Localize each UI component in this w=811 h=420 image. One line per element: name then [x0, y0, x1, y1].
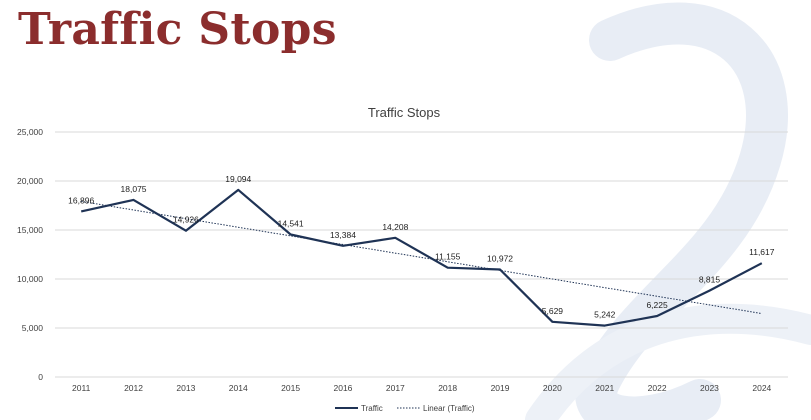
data-point — [341, 244, 345, 248]
x-axis: 2011 2012 2013 2014 2015 2016 2017 2018 2019 2020… — [72, 383, 772, 393]
data-point — [603, 324, 607, 328]
y-tick-label: 20,000 — [17, 176, 43, 186]
x-tick-label: 2014 — [229, 383, 248, 393]
data-label: 10,972 — [487, 253, 513, 263]
y-tick-label: 15,000 — [17, 225, 43, 235]
x-tick-label: 2021 — [595, 383, 614, 393]
x-tick-label: 2012 — [124, 383, 143, 393]
data-label: 14,541 — [278, 218, 304, 228]
slide-title: Traffic Stops — [18, 4, 337, 55]
y-tick-label: 5,000 — [22, 323, 44, 333]
x-tick-label: 2020 — [543, 383, 562, 393]
data-point — [550, 320, 554, 324]
y-axis: 0 5,000 10,000 15,000 20,000 25,000 — [17, 127, 43, 382]
data-label: 6,225 — [646, 300, 668, 310]
data-label: 14,208 — [382, 222, 408, 232]
x-tick-label: 2011 — [72, 383, 91, 393]
gridlines — [55, 131, 788, 378]
data-point — [446, 266, 450, 270]
data-point — [760, 261, 764, 265]
data-point — [236, 188, 240, 192]
y-tick-label: 10,000 — [17, 274, 43, 284]
chart-title: Traffic Stops — [368, 105, 441, 120]
data-label: 14,926 — [173, 215, 199, 225]
data-label: 18,075 — [121, 184, 147, 194]
data-point — [393, 236, 397, 240]
y-tick-label: 25,000 — [17, 127, 43, 137]
data-label: 11,617 — [749, 247, 775, 257]
legend[interactable]: Traffic Linear (Traffic) — [335, 404, 475, 413]
data-point — [655, 314, 659, 318]
data-point — [707, 289, 711, 293]
x-tick-label: 2017 — [386, 383, 405, 393]
data-point — [79, 209, 83, 213]
data-label: 5,629 — [542, 306, 564, 316]
trendline-layer — [81, 200, 762, 315]
series-line-traffic — [80, 188, 763, 327]
x-tick-label: 2018 — [438, 383, 457, 393]
data-label: 11,155 — [435, 252, 461, 262]
data-point — [184, 229, 188, 233]
data-label: 19,094 — [225, 174, 251, 184]
data-labels: 16,896 18,075 14,926 19,094 14,541 13,384 14,2… — [68, 174, 775, 320]
legend-label-traffic[interactable]: Traffic — [361, 404, 383, 413]
x-tick-label: 2016 — [334, 383, 353, 393]
data-label: 8,815 — [699, 275, 721, 285]
legend-label-linear[interactable]: Linear (Traffic) — [423, 404, 475, 413]
series-layer — [79, 188, 764, 328]
x-tick-label: 2024 — [752, 383, 771, 393]
data-label: 16,896 — [68, 195, 94, 205]
data-point — [498, 267, 502, 271]
x-tick-label: 2019 — [491, 383, 510, 393]
x-tick-label: 2015 — [281, 383, 300, 393]
trendline-linear-traffic — [81, 200, 762, 315]
x-tick-label: 2022 — [648, 383, 667, 393]
data-label: 13,384 — [330, 230, 356, 240]
x-tick-label: 2013 — [176, 383, 195, 393]
y-tick-label: 0 — [38, 372, 43, 382]
x-tick-label: 2023 — [700, 383, 719, 393]
data-label: 5,242 — [594, 310, 616, 320]
data-point — [132, 198, 136, 202]
data-point — [289, 232, 293, 236]
